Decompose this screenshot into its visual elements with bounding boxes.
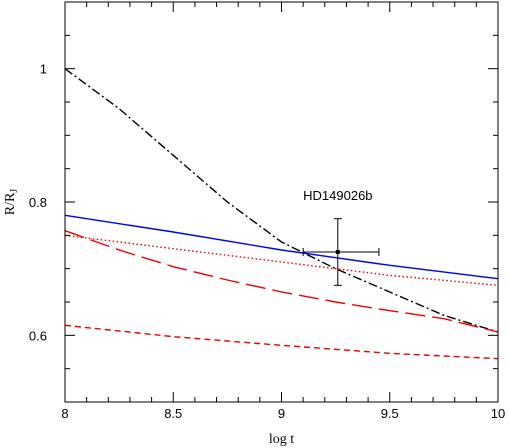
plot-frame: [64, 1, 499, 403]
x-tick-label: 9: [278, 406, 285, 421]
y-axis-label-main: R/R: [3, 192, 18, 215]
errorbar-point-label: HD149026b: [303, 188, 372, 203]
x-axis-label: log t: [269, 432, 294, 447]
series-layer: [64, 68, 499, 360]
y-axis-label: R/RJ: [3, 189, 20, 216]
y-axis-label-subscript: J: [9, 189, 20, 193]
series-line-1: [64, 68, 499, 333]
errorbar-marker: [335, 250, 340, 254]
x-tick-label: 10: [491, 406, 505, 421]
x-tick-label: 9.5: [381, 406, 399, 421]
errorbar-layer: [302, 218, 380, 286]
y-tick-label: 0.6: [29, 328, 47, 343]
series-line-2: [64, 214, 499, 280]
y-tick-label: 0.8: [29, 195, 47, 210]
series-line-4: [64, 230, 499, 333]
tick-labels: 8 8.5 9 9.5 10 0.6 0.8 1: [29, 62, 505, 421]
ticks-layer: [64, 1, 499, 403]
series-line-5: [64, 324, 499, 360]
series-line-3: [64, 234, 499, 287]
y-tick-label: 1: [40, 62, 47, 77]
x-tick-label: 8: [61, 406, 68, 421]
x-tick-label: 8.5: [164, 406, 182, 421]
